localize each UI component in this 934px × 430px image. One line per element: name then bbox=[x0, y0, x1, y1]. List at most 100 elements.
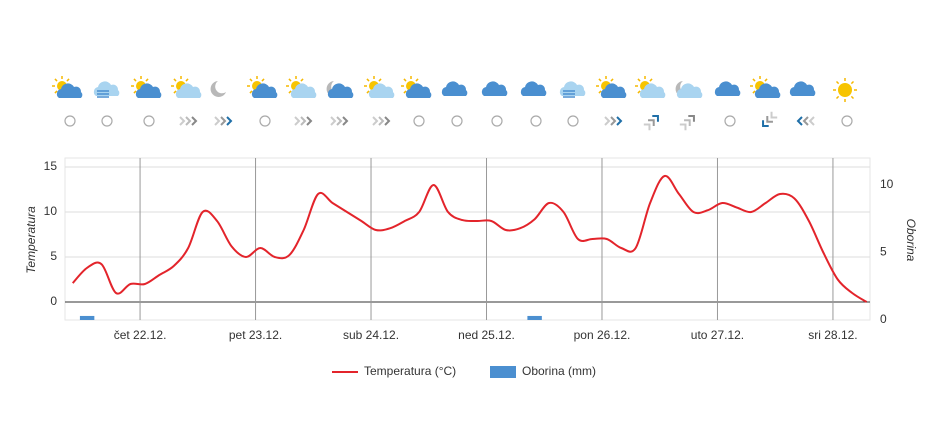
cloud bbox=[405, 83, 432, 98]
precip-bar bbox=[527, 315, 542, 320]
calm bbox=[451, 115, 463, 127]
calm bbox=[64, 115, 76, 127]
chevron bbox=[336, 116, 343, 126]
y2-tick-label: 10 bbox=[880, 177, 894, 191]
cloud bbox=[175, 83, 202, 98]
sun-ray bbox=[598, 78, 602, 82]
precip-bar bbox=[79, 315, 95, 320]
chevron bbox=[643, 123, 651, 131]
moon bbox=[210, 81, 226, 97]
sun-ray bbox=[835, 95, 840, 100]
chevron bbox=[372, 116, 379, 126]
sun-ray bbox=[185, 78, 189, 82]
sun-ray bbox=[415, 78, 419, 82]
sun-ray bbox=[637, 78, 641, 82]
chevron bbox=[214, 116, 221, 126]
sun-ray bbox=[403, 90, 407, 94]
wind-arrow bbox=[179, 116, 198, 126]
chevron bbox=[688, 115, 695, 122]
sun-ray bbox=[850, 95, 855, 100]
cloud bbox=[639, 83, 666, 98]
chevron bbox=[300, 116, 307, 126]
sun-ray bbox=[850, 80, 855, 85]
y-tick-label: 10 bbox=[44, 204, 58, 218]
sun-ray bbox=[145, 78, 149, 82]
sun-ray bbox=[752, 90, 756, 94]
sun-ray bbox=[54, 78, 58, 82]
chevron bbox=[679, 123, 687, 131]
legend-label: Temperatura (°C) bbox=[364, 364, 456, 378]
y-tick-label: 5 bbox=[50, 249, 57, 263]
chevron bbox=[384, 116, 391, 126]
sun-ray bbox=[249, 78, 253, 82]
chevron bbox=[191, 116, 198, 126]
sun-ray bbox=[133, 78, 137, 82]
x-tick-label: čet 22.12. bbox=[114, 328, 167, 342]
cloud bbox=[789, 81, 816, 96]
sun-ray bbox=[249, 90, 253, 94]
cloud bbox=[600, 83, 627, 98]
wind-arrow bbox=[330, 116, 349, 126]
chevron bbox=[294, 116, 301, 126]
chevron bbox=[648, 119, 655, 126]
cloud bbox=[441, 81, 468, 96]
y2-tick-label: 0 bbox=[880, 312, 887, 326]
chevron bbox=[185, 116, 192, 126]
x-tick-label: sub 24.12. bbox=[343, 328, 399, 342]
x-tick-label: pon 26.12. bbox=[574, 328, 631, 342]
y-axis-title: Temperatura bbox=[24, 206, 38, 274]
cloud bbox=[481, 81, 508, 96]
cloud bbox=[559, 81, 586, 96]
sun-ray bbox=[54, 90, 58, 94]
x-tick-label: uto 27.12. bbox=[691, 328, 744, 342]
legend-label: Oborina (mm) bbox=[522, 364, 596, 378]
sun-ray bbox=[610, 78, 614, 82]
chevron bbox=[684, 119, 691, 126]
chevron bbox=[342, 116, 349, 126]
y2-tick-label: 5 bbox=[880, 245, 887, 259]
cloud bbox=[135, 83, 162, 98]
chevron bbox=[762, 120, 769, 127]
sun bbox=[838, 83, 852, 97]
cloud bbox=[368, 83, 395, 98]
cloud bbox=[676, 83, 703, 98]
cloud bbox=[520, 81, 547, 96]
chevron bbox=[220, 116, 227, 126]
wind-arrow bbox=[372, 116, 391, 126]
x-tick-label: sri 28.12. bbox=[808, 328, 857, 342]
wind-arrow bbox=[762, 111, 778, 127]
weather-icons bbox=[52, 76, 857, 131]
calm bbox=[724, 115, 736, 127]
sun-ray bbox=[752, 78, 756, 82]
sun-ray bbox=[403, 78, 407, 82]
calm bbox=[259, 115, 271, 127]
x-tick-label: pet 23.12. bbox=[229, 328, 282, 342]
sun-ray bbox=[835, 80, 840, 85]
wind-arrow bbox=[679, 115, 695, 131]
sun-ray bbox=[300, 78, 304, 82]
cloud bbox=[714, 81, 741, 96]
sun-ray bbox=[366, 90, 370, 94]
wind-arrow bbox=[214, 116, 233, 126]
temperature-line bbox=[71, 174, 868, 303]
calm bbox=[567, 115, 579, 127]
sun-ray bbox=[366, 78, 370, 82]
calm bbox=[143, 115, 155, 127]
chevron bbox=[808, 116, 815, 126]
y-tick-label: 15 bbox=[44, 159, 58, 173]
cloud bbox=[754, 83, 781, 98]
chevron bbox=[766, 116, 773, 123]
chevron bbox=[802, 116, 809, 126]
sun-ray bbox=[649, 78, 653, 82]
chevron bbox=[604, 116, 611, 126]
calm bbox=[491, 115, 503, 127]
sun-ray bbox=[173, 90, 177, 94]
wind-arrow bbox=[294, 116, 313, 126]
chevron bbox=[796, 116, 803, 126]
chevron bbox=[378, 116, 385, 126]
cloud bbox=[251, 83, 278, 98]
y2-axis-title: Oborina bbox=[904, 219, 918, 262]
chevron bbox=[179, 116, 186, 126]
x-tick-label: ned 25.12. bbox=[458, 328, 515, 342]
